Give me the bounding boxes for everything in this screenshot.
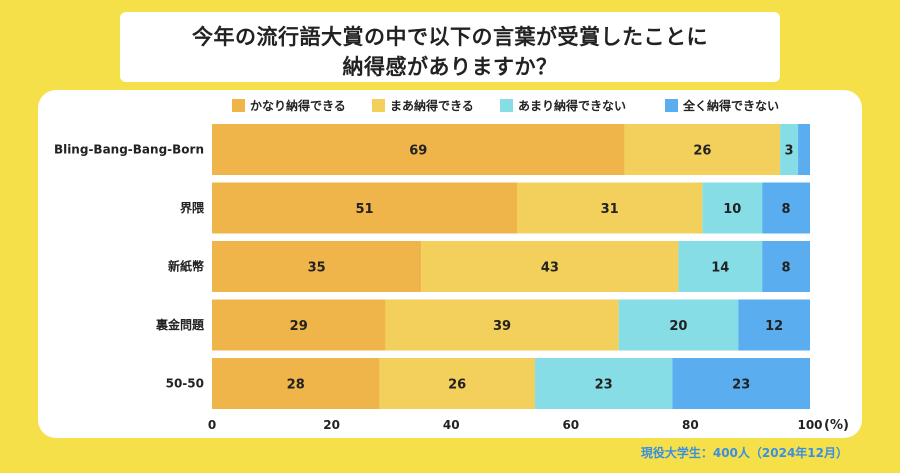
x-tick-label: 100: [797, 418, 822, 432]
category-label: 50-50: [166, 377, 204, 391]
source-note: 現役大学生：400人（2024年12月）: [640, 446, 848, 460]
legend-item-very-convinced: かなり納得できる: [232, 96, 346, 114]
bar-segment: [624, 124, 781, 175]
legend-swatch-very-convinced: [232, 98, 245, 112]
data-label: 29: [290, 319, 308, 334]
bar-segment: [702, 182, 763, 234]
data-label: 23: [595, 378, 613, 393]
data-label: 12: [765, 319, 783, 334]
data-label: 51: [355, 202, 373, 217]
chart-title-line-1: 今年の流行語大賞の中で以下の言葉が受賞したことに: [192, 25, 708, 49]
data-label: 69: [409, 144, 427, 159]
bar-segment: [798, 124, 810, 175]
x-tick-label: 0: [208, 418, 216, 432]
data-label: 8: [782, 261, 791, 276]
data-label: 23: [732, 378, 750, 393]
data-label: 20: [669, 319, 687, 334]
data-label: 26: [693, 144, 711, 159]
data-label: 26: [448, 378, 466, 393]
data-label: 35: [308, 261, 326, 276]
legend-swatch-not-convinced-at-all: [665, 98, 678, 112]
data-label: 8: [782, 202, 791, 217]
data-label: 28: [287, 378, 305, 393]
bar-segment: [421, 241, 679, 292]
bar-segment: [534, 358, 673, 409]
bar-segment: [738, 299, 810, 351]
legend-label-very-convinced: かなり納得できる: [250, 98, 346, 113]
bar-segment: [212, 241, 422, 292]
bar-segment: [762, 241, 810, 292]
title-box: 今年の流行語大賞の中で以下の言葉が受賞したことに 納得感がありますか？: [120, 12, 780, 82]
legend-swatch-somewhat-convinced: [372, 98, 385, 112]
bar-segment: [516, 182, 703, 234]
bar-segment: [379, 358, 535, 409]
category-label: 界隈: [180, 200, 205, 215]
legend-label-somewhat-convinced: まあ納得できる: [390, 98, 474, 113]
bar-segment: [212, 124, 625, 175]
category-label: Bling-Bang-Bang-Born: [54, 143, 204, 157]
x-axis-unit: (%): [824, 418, 849, 433]
legend-item-somewhat-convinced: まあ納得できる: [372, 96, 474, 114]
bar-segment: [212, 358, 380, 409]
x-tick-label: 80: [682, 418, 699, 432]
x-tick-label: 40: [443, 418, 460, 432]
category-label: 裏金問題: [155, 317, 205, 332]
x-tick-label: 20: [323, 418, 340, 432]
bar-segment: [385, 299, 619, 351]
bar-segment: [212, 182, 517, 234]
data-label: 3: [785, 144, 794, 159]
legend-item-not-convinced-at-all: 全く納得できない: [665, 96, 779, 114]
data-label: 31: [601, 202, 619, 217]
legend-item-not-very-convinced: あまり納得できない: [500, 96, 626, 114]
bar-segment: [672, 358, 810, 409]
data-label: 10: [723, 202, 741, 217]
bar-segment: [762, 182, 810, 234]
bar-segment: [780, 124, 799, 175]
legend-label-not-very-convinced: あまり納得できない: [518, 98, 627, 113]
x-tick-label: 60: [562, 418, 579, 432]
chart-title-line-2: 納得感がありますか？: [342, 55, 558, 79]
bar-segment: [618, 299, 739, 351]
data-label: 43: [541, 261, 559, 276]
category-label: 新紙幣: [168, 259, 204, 274]
bar-segment: [678, 241, 763, 292]
bar-segment: [212, 299, 386, 351]
data-label: 39: [493, 319, 511, 334]
legend-swatch-not-very-convinced: [500, 98, 513, 112]
legend: かなり納得できる まあ納得できる あまり納得できない 全く納得できない: [0, 96, 900, 114]
legend-label-not-convinced-at-all: 全く納得できない: [683, 98, 780, 113]
data-label: 14: [711, 261, 729, 276]
